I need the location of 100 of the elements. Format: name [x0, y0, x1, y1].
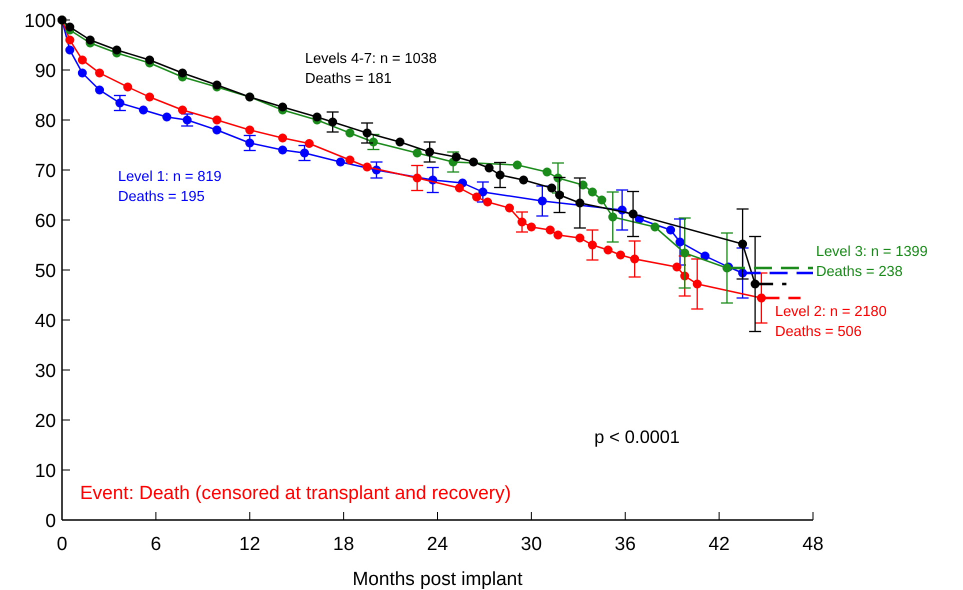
- series-label: Levels 4-7: n = 1038 Deaths = 181: [305, 51, 437, 87]
- y-tick-label: 10: [34, 461, 56, 482]
- point: [368, 138, 378, 146]
- point: [496, 170, 505, 180]
- point: [588, 240, 597, 250]
- point: [604, 246, 613, 254]
- point: [484, 164, 494, 172]
- point: [145, 92, 154, 102]
- x-tick-label: 24: [426, 534, 448, 555]
- point: [300, 148, 310, 158]
- point: [608, 212, 618, 222]
- y-tick-label: 20: [34, 411, 56, 432]
- point: [65, 36, 74, 44]
- point: [345, 128, 354, 138]
- point: [738, 240, 748, 248]
- point: [145, 56, 154, 64]
- text: Level 3: n = 1399 Deaths = 238: [816, 244, 928, 280]
- y-tick-label: 80: [34, 111, 56, 132]
- y-tick-label: 100: [24, 11, 56, 32]
- point: [588, 188, 597, 196]
- point: [425, 148, 434, 156]
- point: [178, 106, 187, 114]
- y-tick-label: 40: [34, 311, 56, 332]
- y-tick-label: 30: [34, 361, 56, 382]
- point: [65, 22, 74, 32]
- point: [692, 280, 702, 288]
- x-tick-label: 30: [520, 534, 542, 555]
- point: [555, 190, 564, 200]
- point: [278, 146, 288, 154]
- point: [278, 102, 288, 112]
- point: [304, 139, 314, 148]
- point: [95, 68, 104, 78]
- series-label: Level 2: n = 2180 Deaths = 506: [775, 304, 887, 340]
- x-tick-label: 36: [614, 534, 636, 555]
- point: [575, 198, 584, 208]
- point: [538, 196, 547, 206]
- y-tick-label: 0: [45, 511, 56, 532]
- point: [512, 160, 522, 170]
- point: [666, 226, 676, 234]
- x-tick-label: 6: [150, 534, 162, 555]
- point: [504, 204, 514, 212]
- point: [517, 218, 526, 226]
- point: [395, 138, 404, 146]
- x-tick-label: 12: [239, 534, 260, 555]
- point: [336, 158, 345, 166]
- y-tick-label: 70: [34, 161, 56, 182]
- point: [123, 82, 132, 92]
- point: [412, 174, 422, 182]
- point: [78, 68, 87, 78]
- point: [178, 68, 187, 78]
- x-tick-label: 48: [802, 534, 824, 555]
- point: [278, 134, 288, 142]
- point: [478, 188, 488, 196]
- point: [65, 46, 74, 54]
- point: [553, 230, 562, 240]
- point: [700, 252, 710, 260]
- point: [519, 176, 528, 184]
- point: [162, 112, 172, 122]
- point: [112, 46, 122, 54]
- point: [115, 98, 124, 108]
- point: [526, 222, 536, 232]
- point: [676, 238, 685, 246]
- point: [542, 168, 552, 176]
- point: [212, 126, 222, 134]
- annotation: p < 0.0001: [594, 427, 680, 447]
- point: [468, 158, 478, 166]
- point: [628, 210, 638, 218]
- point: [650, 222, 660, 232]
- point: [328, 118, 338, 126]
- point: [245, 126, 254, 134]
- point: [245, 138, 254, 148]
- point: [138, 106, 148, 114]
- point: [546, 226, 555, 234]
- point: [452, 152, 461, 162]
- point: [362, 128, 372, 138]
- x-tick-label: 42: [708, 534, 730, 555]
- point: [454, 184, 464, 192]
- x-axis-title: Months post implant: [352, 569, 524, 590]
- point: [472, 192, 482, 202]
- point: [483, 198, 492, 206]
- point: [312, 112, 322, 122]
- point: [212, 116, 222, 124]
- annotation: Event: Death (censored at transplant and recovery): [80, 483, 511, 504]
- y-tick-label: 90: [34, 61, 56, 82]
- point: [672, 262, 682, 272]
- point: [182, 116, 192, 124]
- text: Level 1: n = 819 Deaths = 195: [118, 169, 222, 205]
- x-tick-label: 18: [333, 534, 354, 555]
- point: [362, 162, 372, 172]
- point: [630, 254, 640, 264]
- point: [547, 184, 556, 192]
- point: [345, 156, 354, 164]
- point: [597, 196, 606, 204]
- point: [412, 148, 422, 158]
- y-tick-label: 50: [34, 261, 56, 282]
- point: [616, 250, 626, 260]
- y-tick-label: 60: [34, 211, 56, 232]
- point: [575, 234, 584, 242]
- point: [86, 36, 95, 44]
- point: [95, 86, 104, 94]
